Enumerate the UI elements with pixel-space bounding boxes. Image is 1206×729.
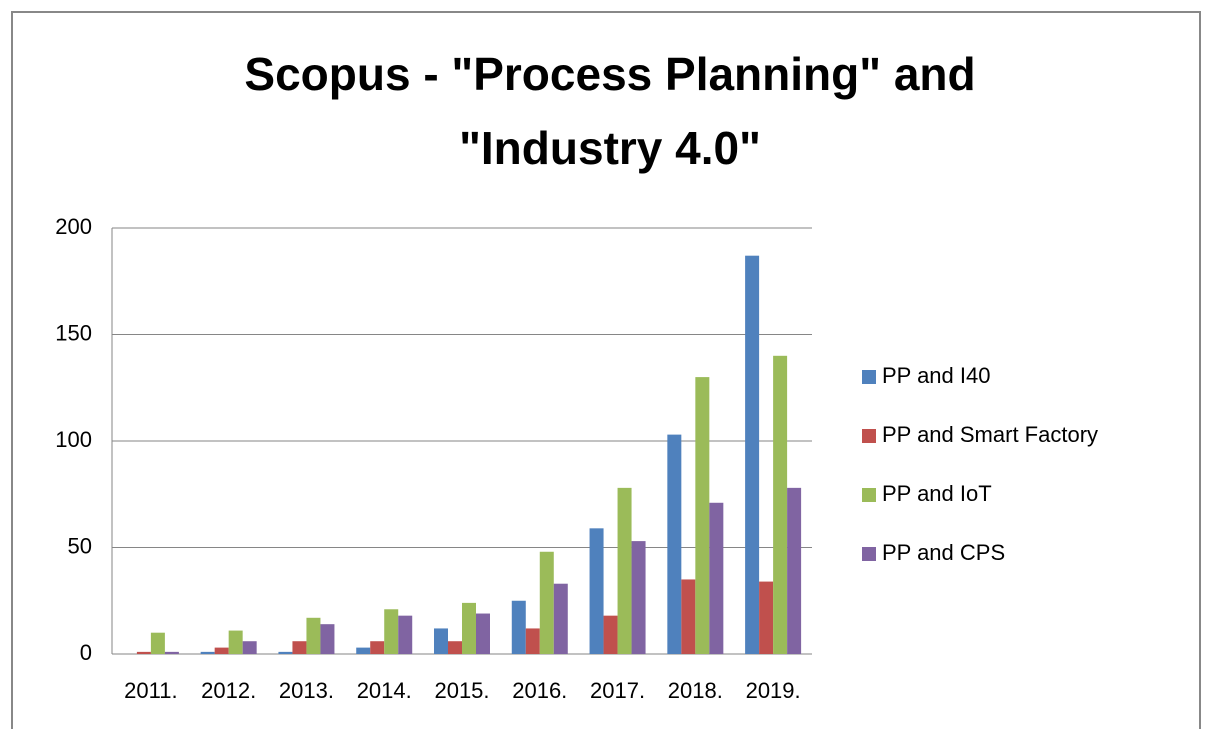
- bar: [200, 651, 215, 654]
- bar: [539, 551, 554, 654]
- bar: [320, 624, 335, 654]
- bar: [525, 628, 540, 654]
- bar: [384, 609, 399, 654]
- bar: [434, 628, 448, 654]
- bar: [681, 579, 696, 654]
- bar: [150, 632, 165, 654]
- bar: [242, 641, 257, 654]
- bar: [356, 647, 371, 654]
- bar: [278, 651, 293, 654]
- y-tick-label: 50: [68, 533, 92, 558]
- legend-swatch: [862, 370, 876, 384]
- bar: [398, 615, 413, 654]
- bar: [476, 613, 490, 654]
- legend-label: PP and Smart Factory: [882, 422, 1098, 447]
- bar: [745, 255, 760, 654]
- bar: [511, 600, 526, 654]
- bar: [164, 651, 179, 654]
- x-tick-label: 2017.: [590, 678, 645, 703]
- y-tick-label: 200: [55, 214, 92, 239]
- y-tick-label: 0: [80, 640, 92, 665]
- x-tick-label: 2013.: [279, 678, 334, 703]
- bar: [631, 541, 646, 654]
- x-tick-label: 2011.: [124, 678, 177, 703]
- y-tick-label: 100: [55, 427, 92, 452]
- legend-swatch: [862, 488, 876, 502]
- bar: [228, 630, 243, 654]
- bar: [667, 434, 682, 654]
- legend-label: PP and CPS: [882, 540, 1005, 565]
- bar: [448, 641, 462, 654]
- x-tick-label: 2018.: [668, 678, 723, 703]
- chart-title: "Industry 4.0": [459, 122, 761, 174]
- bar: [370, 641, 385, 654]
- legend-swatch: [862, 547, 876, 561]
- legend-label: PP and I40: [882, 363, 990, 388]
- bar: [603, 615, 618, 654]
- bar: [787, 487, 802, 654]
- x-tick-label: 2019.: [746, 678, 801, 703]
- legend-swatch: [862, 429, 876, 443]
- bar: [759, 581, 774, 654]
- bar: [462, 602, 476, 654]
- bar: [136, 651, 151, 654]
- legend-label: PP and IoT: [882, 481, 992, 506]
- y-tick-label: 150: [55, 320, 92, 345]
- bar: [709, 502, 724, 654]
- bar: [306, 617, 321, 654]
- frame: [11, 11, 1201, 729]
- bar: [589, 528, 604, 654]
- bar: [553, 583, 568, 654]
- bar: [214, 647, 229, 654]
- x-tick-label: 2014.: [357, 678, 412, 703]
- bar: [292, 641, 307, 654]
- bar: [695, 377, 710, 654]
- x-tick-label: 2015.: [434, 678, 489, 703]
- chart-title: Scopus - "Process Planning" and: [244, 48, 975, 100]
- bar: [773, 355, 788, 654]
- x-tick-label: 2012.: [201, 678, 256, 703]
- bar: [617, 487, 632, 654]
- x-tick-label: 2016.: [512, 678, 567, 703]
